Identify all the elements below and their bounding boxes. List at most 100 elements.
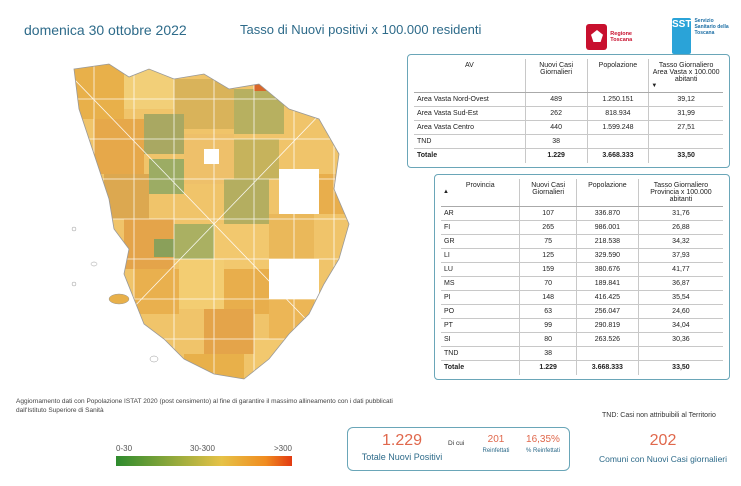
area-vasta-rows: Area Vasta Nord-Ovest 489 1.250.151 39,12 Ar…: [414, 92, 723, 163]
sort-descending-icon: ▼: [651, 83, 658, 89]
kpi-comuni: 202 Comuni con Nuovi Casi giornalieri: [588, 432, 738, 464]
table-cell: MS: [441, 276, 520, 291]
table-row[interactable]: SI 80 263.526 30,36: [441, 332, 723, 347]
table-row[interactable]: TND 38: [441, 346, 723, 361]
table-row[interactable]: FI 265 986.001 26,88: [441, 220, 723, 235]
table-cell: [575, 346, 639, 361]
table-cell: 818.934: [586, 106, 649, 121]
table-cell: TND: [441, 346, 520, 361]
table-cell: LU: [441, 262, 520, 277]
column-header-nuovi-casi[interactable]: Nuovi Casi Giornalieri: [524, 59, 588, 93]
kpi-totale: 1.229 Totale Nuovi Positivi: [354, 432, 450, 462]
table-cell: Area Vasta Centro: [414, 120, 526, 135]
table-row[interactable]: Area Vasta Centro 440 1.599.248 27,51: [414, 120, 723, 135]
table-cell: 265: [519, 220, 577, 235]
di-cui-label: Di cui: [448, 440, 465, 447]
table-cell: 34,04: [637, 318, 723, 333]
kpi-pct-reinfettati-value: 16,35%: [526, 434, 560, 445]
data-update-note: Aggiornamento dati con Popolazione ISTAT…: [16, 398, 393, 414]
column-header-provincia[interactable]: Provincia ▲: [441, 179, 520, 207]
dashboard: domenica 30 ottobre 2022 Tasso di Nuovi …: [4, 4, 738, 471]
kpi-reinfettati-label: Reinfettati: [482, 448, 510, 454]
table-cell: SI: [441, 332, 520, 347]
table-row[interactable]: Area Vasta Nord-Ovest 489 1.250.151 39,12: [414, 92, 723, 107]
table-cell: 39,12: [648, 92, 723, 107]
column-header-tasso-label: Tasso Giornaliero Area Vasta x 100.000 a…: [652, 62, 720, 83]
table-cell: 30,36: [637, 332, 723, 347]
table-total-cell: 1.229: [524, 148, 588, 163]
table-cell: PO: [441, 304, 520, 319]
table-cell: 34,32: [637, 234, 723, 249]
table-row[interactable]: MS 70 189.841 36,87: [441, 276, 723, 291]
table-cell: 189.841: [575, 276, 639, 291]
kpi-reinfettati-value: 201: [487, 434, 505, 445]
table-cell: 36,87: [637, 276, 723, 291]
table-row[interactable]: AR 107 336.870 31,76: [441, 206, 723, 221]
kpi-pct-reinfettati-label: % Reinfettati: [525, 448, 561, 454]
table-cell: 31,76: [637, 206, 723, 221]
table-cell: 336.870: [575, 206, 639, 221]
table-cell: 41,77: [637, 262, 723, 277]
column-header-provincia-label: Provincia: [465, 182, 495, 189]
table-row[interactable]: PI 148 416.425 35,54: [441, 290, 723, 305]
table-cell: 35,54: [637, 290, 723, 305]
sst-logo-text: Servizio Sanitario della Toscana: [694, 18, 729, 36]
sst-logo-mark: SST: [672, 18, 692, 54]
table-row[interactable]: GR 75 218.538 34,32: [441, 234, 723, 249]
page-title: Tasso di Nuovi positivi x 100.000 reside…: [240, 22, 482, 37]
table-row[interactable]: LI 125 329.590 37,93: [441, 248, 723, 263]
table-cell: 70: [519, 276, 577, 291]
sst-logo: SST Servizio Sanitario della Toscana: [672, 18, 732, 56]
table-cell: TND: [414, 134, 526, 149]
column-header-tasso[interactable]: Tasso Giornaliero Area Vasta x 100.000 a…: [648, 59, 723, 93]
column-header-av[interactable]: AV: [414, 59, 526, 93]
table-cell: Area Vasta Sud-Est: [414, 106, 526, 121]
kpi-totale-box: 1.229 Totale Nuovi Positivi Di cui 201 R…: [347, 427, 570, 471]
table-cell: [648, 134, 723, 149]
table-cell: 256.047: [575, 304, 639, 319]
table-cell: 159: [519, 262, 577, 277]
table-row[interactable]: PO 63 256.047 24,60: [441, 304, 723, 319]
area-vasta-table: AV Nuovi Casi Giornalieri Popolazione Ta…: [407, 54, 730, 168]
table-cell: 107: [519, 206, 577, 221]
provincia-table: Provincia ▲ Nuovi Casi Giornalieri Popol…: [434, 174, 730, 380]
kpi-pct-reinfettati: 16,35% % Reinfettati: [518, 434, 568, 454]
table-cell: 290.819: [575, 318, 639, 333]
table-cell: 38: [524, 134, 588, 149]
table-row[interactable]: Area Vasta Sud-Est 262 818.934 31,99: [414, 106, 723, 121]
kpi-totale-value: 1.229: [381, 432, 423, 449]
table-cell: 380.676: [575, 262, 639, 277]
table-cell: 329.590: [575, 248, 639, 263]
kpi-comuni-label: Comuni con Nuovi Casi giornalieri: [598, 454, 728, 464]
table-total-row: Totale 1.229 3.668.333 33,50: [414, 148, 723, 163]
table-cell: PI: [441, 290, 520, 305]
legend-labels: 0-30 30-300 >300: [116, 444, 292, 456]
table-row[interactable]: PT 99 290.819 34,04: [441, 318, 723, 333]
table-total-cell: Totale: [441, 360, 520, 375]
table-cell: 148: [519, 290, 577, 305]
table-row[interactable]: LU 159 380.676 41,77: [441, 262, 723, 277]
table-cell: 263.526: [575, 332, 639, 347]
table-total-cell: 1.229: [519, 360, 577, 375]
legend-gradient-bar: [116, 456, 292, 466]
table-cell: 24,60: [637, 304, 723, 319]
table-cell: 440: [524, 120, 588, 135]
table-total-cell: 33,50: [648, 148, 723, 163]
pegasus-icon: [586, 24, 608, 50]
tuscany-choropleth-map[interactable]: [54, 59, 374, 389]
column-header-tasso[interactable]: Tasso Giornaliero Provincia x 100.000 ab…: [637, 179, 723, 207]
table-row[interactable]: TND 38: [414, 134, 723, 149]
kpi-reinfettati: 201 Reinfettati: [476, 434, 516, 454]
table-cell: 489: [524, 92, 588, 107]
column-header-popolazione[interactable]: Popolazione: [586, 59, 649, 93]
regione-toscana-logo: Regione Toscana: [586, 22, 654, 52]
table-total-row: Totale 1.229 3.668.333 33,50: [441, 360, 723, 375]
table-cell: [586, 134, 649, 149]
legend-label-high: >300: [273, 444, 292, 453]
column-header-nuovi-casi[interactable]: Nuovi Casi Giornalieri: [519, 179, 577, 207]
table-cell: 63: [519, 304, 577, 319]
table-cell: 1.599.248: [586, 120, 649, 135]
kpi-comuni-value: 202: [649, 432, 677, 449]
table-cell: PT: [441, 318, 520, 333]
column-header-popolazione[interactable]: Popolazione: [575, 179, 639, 207]
